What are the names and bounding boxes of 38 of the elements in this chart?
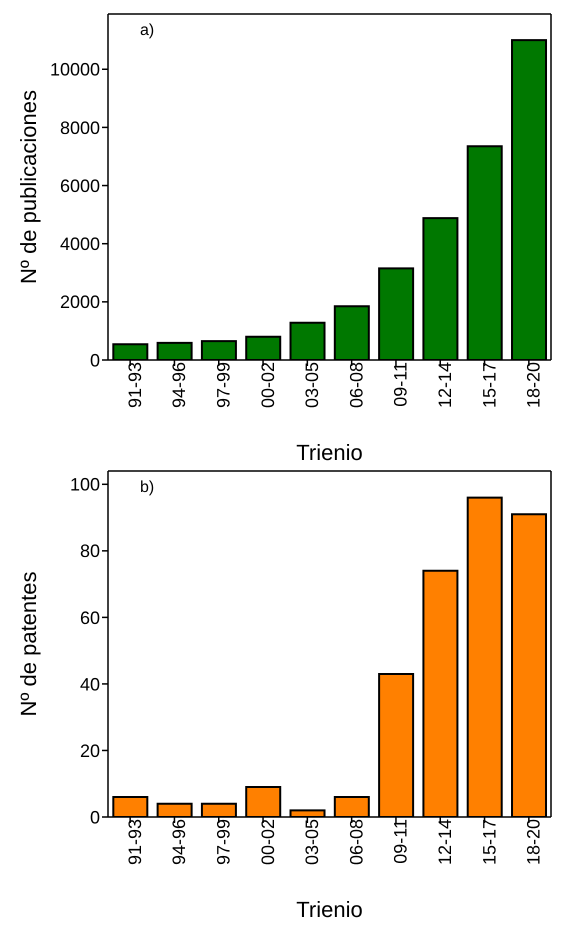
y-tick-label: 100 [70, 474, 100, 495]
y-tick-label: 4000 [60, 234, 100, 254]
x-tick-label: 00-02 [258, 362, 278, 408]
y-tick-label: 6000 [60, 176, 100, 196]
x-tick-label: 18-20 [524, 362, 544, 408]
x-tick-label: 12-14 [435, 362, 456, 408]
y-tick-label: 10000 [50, 60, 100, 80]
y-axis-title: Nº de patentes [16, 571, 41, 717]
y-tick-label: 0 [90, 807, 100, 828]
x-tick-label: 18-20 [524, 819, 544, 866]
y-axis-title: Nº de publicaciones [16, 90, 41, 284]
x-tick-label: 06-08 [346, 362, 366, 408]
x-tick-label: 94-96 [169, 819, 190, 866]
x-tick-label: 06-08 [346, 819, 366, 866]
y-tick-label: 8000 [60, 118, 100, 138]
x-axis-title: Trienio [296, 440, 363, 465]
y-tick-label: 20 [80, 740, 100, 761]
y-tick-label: 40 [80, 674, 100, 694]
x-tick-label: 97-99 [214, 362, 234, 408]
y-tick-label: 60 [80, 608, 100, 628]
x-tick-label: 09-11 [390, 819, 411, 864]
annotation: a) [140, 22, 154, 40]
x-tick-label: 91-93 [124, 819, 145, 866]
y-tick-label: 2000 [60, 292, 100, 312]
x-axis-title: Trienio [296, 897, 363, 922]
x-tick-label: 12-14 [435, 819, 456, 866]
x-tick-label: 91-93 [124, 362, 145, 408]
x-tick-label: 15-17 [479, 362, 500, 408]
x-tick-label: 15-17 [479, 819, 500, 866]
x-tick-label: 94-96 [169, 362, 190, 408]
x-tick-label: 03-05 [302, 819, 322, 866]
annotation: b) [140, 479, 154, 497]
x-tick-label: 00-02 [258, 819, 278, 866]
x-tick-label: 09-11 [390, 362, 411, 407]
y-tick-label: 80 [80, 541, 100, 562]
x-tick-label: 03-05 [302, 362, 322, 408]
y-tick-label: 0 [90, 350, 100, 370]
x-tick-label: 97-99 [214, 819, 234, 866]
